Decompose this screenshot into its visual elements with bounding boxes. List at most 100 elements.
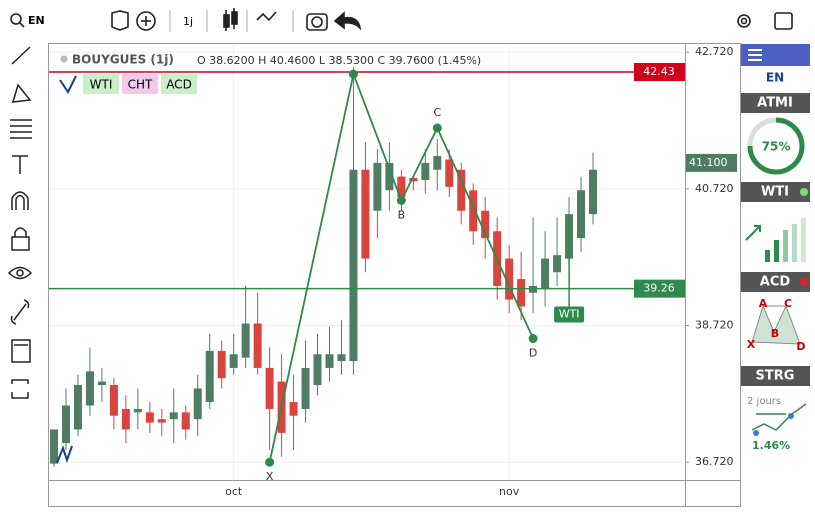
candle-body: [145, 412, 154, 423]
panel-header: [741, 182, 810, 202]
acd-point: C: [784, 297, 792, 310]
level-label: 42.43: [643, 65, 675, 78]
candle-body: [337, 354, 346, 362]
panel-language[interactable]: EN: [766, 71, 784, 85]
candle-body: [313, 354, 322, 386]
candle-body: [361, 169, 370, 259]
shield-icon[interactable]: [111, 10, 129, 31]
gauge-arc: [747, 117, 805, 175]
pattern-point: [348, 69, 358, 79]
candle-body: [397, 176, 406, 198]
candle-body: [421, 162, 430, 180]
calculator-tool[interactable]: [11, 339, 31, 363]
candle-body: [193, 388, 202, 420]
search-icon[interactable]: [10, 13, 22, 25]
pattern-icon[interactable]: [256, 11, 277, 22]
candle-body: [241, 323, 250, 358]
candle-body: [85, 371, 94, 406]
range-tool[interactable]: [11, 379, 29, 399]
candle-body: [50, 429, 58, 464]
candle-body: [385, 162, 394, 191]
indicator-label[interactable]: CHT: [128, 78, 153, 92]
candle-body: [349, 169, 358, 362]
pattern-point: [396, 195, 406, 205]
logo: [59, 75, 77, 94]
candle-body: [301, 367, 310, 409]
acd-point: A: [759, 297, 768, 310]
level-tag: [634, 279, 685, 298]
strg-period: 2 jours: [747, 396, 781, 407]
last-price-tag: [686, 153, 737, 172]
pattern-tag: [554, 306, 585, 323]
candle-body: [121, 408, 130, 430]
level-tag: [634, 63, 685, 82]
status-dot: [800, 188, 808, 196]
gauge-label: 75%: [762, 140, 791, 154]
pattern-tag-label: WTI: [559, 308, 580, 321]
top-toolbar: [10, 8, 793, 32]
indicator-label[interactable]: ACD: [166, 78, 192, 92]
candle-body: [373, 162, 382, 211]
camera-icon[interactable]: [306, 13, 328, 31]
interval[interactable]: 1j: [183, 15, 193, 28]
acd-point: X: [747, 338, 756, 351]
text-tool[interactable]: [12, 155, 28, 174]
undo-icon[interactable]: [333, 11, 362, 31]
indicator-chip[interactable]: [161, 74, 197, 94]
pattern-label: X: [266, 470, 274, 483]
panel-header: [741, 272, 810, 292]
y-tick-label: 38.720: [695, 319, 734, 332]
link-tool[interactable]: [10, 299, 30, 325]
candle-body: [73, 385, 82, 430]
add-icon[interactable]: [136, 11, 156, 31]
side-panel: EN ATMI 75% WTI ACD A C B X D STRG 2 jou…: [741, 44, 810, 452]
pattern-point: [528, 334, 538, 344]
acd-point: D: [796, 340, 805, 353]
indicator-chip[interactable]: [122, 74, 158, 94]
last-price-label: 41.100: [689, 156, 728, 169]
candle-body: [577, 190, 586, 239]
language[interactable]: EN: [28, 14, 45, 27]
candle-body: [445, 159, 454, 187]
candle-body: [541, 258, 550, 290]
chart-frame: [48, 43, 741, 507]
pattern-point: [432, 123, 442, 133]
level-label: 39.26: [643, 282, 675, 295]
magnet-tool[interactable]: [11, 191, 29, 210]
panel-header: [741, 366, 810, 386]
y-tick-label: 40.720: [695, 182, 734, 195]
plot: 36.720 38.720 40.720 42.720 oct nov 42.43 39.26…: [49, 44, 737, 498]
watermark-logo: [56, 445, 73, 464]
x-tick-label: oct: [225, 485, 243, 498]
strg-title: STRG: [756, 369, 795, 384]
candle-body: [229, 354, 238, 368]
atmi-title: ATMI: [757, 96, 793, 111]
candle-body: [289, 402, 298, 416]
acd-shape: [751, 304, 801, 345]
candle-body: [169, 412, 178, 420]
candle-body: [61, 405, 70, 444]
visibility-tool[interactable]: [7, 266, 33, 280]
candle-body: [589, 169, 597, 215]
lock-tool[interactable]: [11, 236, 30, 251]
candle-body: [181, 412, 190, 430]
pattern-label: D: [529, 347, 537, 360]
settings-icon[interactable]: [737, 14, 751, 28]
y-tick-label: 36.720: [695, 455, 734, 468]
candle-body: [325, 354, 334, 368]
triangle-tool[interactable]: [11, 83, 32, 103]
candle-body: [517, 279, 526, 307]
candle-body: [433, 156, 442, 170]
candle-body: [457, 169, 466, 211]
pattern-point: [265, 457, 275, 467]
candle-body: [253, 323, 262, 368]
candle-body: [133, 408, 142, 413]
line-tool[interactable]: [11, 46, 31, 65]
pattern-label: B: [398, 208, 406, 221]
panel-header: [741, 93, 810, 113]
indicator-chip[interactable]: [83, 74, 119, 94]
fullscreen-icon[interactable]: [774, 12, 793, 30]
candle-body: [217, 350, 226, 379]
indicator-label[interactable]: WTI: [90, 78, 113, 92]
candle-body: [109, 385, 118, 416]
